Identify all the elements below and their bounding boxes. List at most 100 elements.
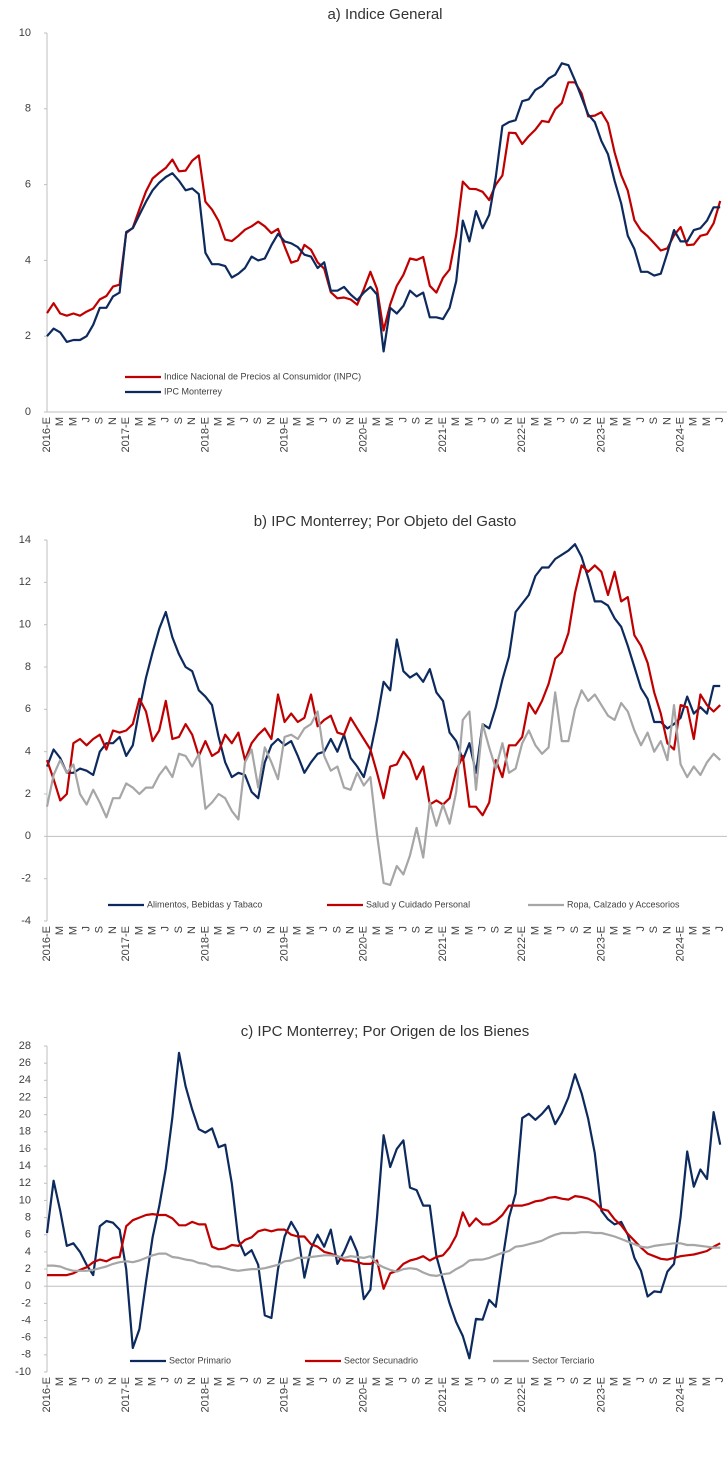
- y-tick-label: 2: [25, 1263, 31, 1275]
- x-tick-label: M: [292, 926, 304, 935]
- x-tick-label: N: [107, 417, 119, 425]
- legend-label: Salud y Cuidado Personal: [366, 899, 470, 909]
- x-tick-label: 2020-E: [358, 417, 370, 452]
- x-tick-label: M: [133, 1377, 145, 1386]
- y-tick-label: -10: [15, 1366, 31, 1378]
- x-tick-label: S: [648, 1377, 660, 1384]
- x-tick-label: M: [226, 1377, 238, 1386]
- y-tick-label: 6: [25, 703, 31, 715]
- x-tick-label: M: [463, 1377, 475, 1386]
- x-tick-label: J: [81, 926, 93, 932]
- y-tick-label: 2: [25, 788, 31, 800]
- x-tick-label: S: [173, 1377, 185, 1384]
- y-tick-label: 8: [25, 661, 31, 673]
- y-tick-label: -6: [21, 1332, 31, 1344]
- y-tick-label: 22: [19, 1091, 31, 1103]
- x-tick-label: N: [503, 1377, 515, 1385]
- x-tick-label: J: [477, 417, 489, 423]
- x-tick-label: M: [371, 417, 383, 426]
- y-tick-label: 16: [19, 1143, 31, 1155]
- x-tick-label: J: [477, 926, 489, 932]
- y-tick-label: 8: [25, 1211, 31, 1223]
- x-tick-label: 2023-E: [595, 1377, 607, 1412]
- x-tick-label: J: [239, 926, 251, 932]
- y-tick-label: 10: [19, 619, 31, 631]
- x-tick-label: S: [490, 926, 502, 933]
- x-tick-label: J: [160, 1377, 172, 1383]
- x-tick-label: M: [543, 926, 555, 935]
- x-tick-label: M: [384, 417, 396, 426]
- x-tick-label: M: [67, 926, 79, 935]
- x-tick-label: M: [67, 1377, 79, 1386]
- x-tick-label: N: [582, 926, 594, 934]
- y-tick-label: 20: [19, 1109, 31, 1121]
- x-tick-label: 2022-E: [516, 1377, 528, 1412]
- y-tick-label: -4: [21, 1314, 31, 1326]
- y-tick-label: 6: [25, 179, 31, 191]
- x-tick-label: M: [529, 926, 541, 935]
- series-line: [47, 1195, 721, 1290]
- x-tick-label: M: [622, 926, 634, 935]
- y-tick-label: -8: [21, 1349, 31, 1361]
- x-tick-label: 2019-E: [279, 1377, 291, 1412]
- legend-label: Sector Primario: [169, 1355, 231, 1365]
- x-tick-label: M: [450, 417, 462, 426]
- x-tick-label: 2023-E: [595, 417, 607, 452]
- x-tick-label: M: [450, 1377, 462, 1386]
- x-tick-label: N: [345, 926, 357, 934]
- x-tick-label: 2018-E: [199, 1377, 211, 1412]
- x-tick-label: 2024-E: [675, 1377, 687, 1412]
- y-tick-label: 14: [19, 1160, 31, 1172]
- x-tick-label: M: [701, 1377, 713, 1386]
- y-tick-label: 2: [25, 330, 31, 342]
- x-tick-label: 2024-E: [675, 926, 687, 961]
- x-tick-label: M: [54, 926, 66, 935]
- x-tick-label: S: [569, 926, 581, 933]
- x-tick-label: M: [688, 926, 700, 935]
- x-tick-label: S: [94, 1377, 106, 1384]
- x-tick-label: M: [529, 417, 541, 426]
- x-tick-label: 2023-E: [595, 926, 607, 961]
- x-tick-label: M: [305, 417, 317, 426]
- y-tick-label: 4: [25, 746, 31, 758]
- x-tick-label: M: [701, 417, 713, 426]
- x-tick-label: S: [411, 417, 423, 424]
- legend-label: IPC Monterrey: [164, 386, 223, 396]
- y-tick-label: 24: [19, 1074, 31, 1086]
- y-tick-label: 4: [25, 1246, 31, 1258]
- series-line: [45, 689, 721, 887]
- x-tick-label: S: [490, 417, 502, 424]
- x-tick-label: M: [67, 417, 79, 426]
- x-tick-label: J: [160, 417, 172, 423]
- x-tick-label: N: [424, 926, 436, 934]
- x-tick-label: J: [714, 1377, 726, 1383]
- y-tick-label: 0: [25, 1280, 31, 1292]
- series-line: [45, 1051, 722, 1360]
- x-tick-label: 2020-E: [358, 926, 370, 961]
- x-tick-label: J: [635, 1377, 647, 1383]
- x-tick-label: 2021-E: [437, 417, 449, 452]
- y-tick-label: 26: [19, 1057, 31, 1069]
- x-tick-label: 2020-E: [358, 1377, 370, 1412]
- x-tick-label: 2016-E: [41, 1377, 53, 1412]
- x-tick-label: M: [622, 1377, 634, 1386]
- legend-label: Alimentos, Bebidas y Tabaco: [147, 899, 262, 909]
- y-tick-label: 14: [19, 534, 31, 546]
- y-tick-label: 10: [19, 27, 31, 39]
- x-tick-label: M: [688, 1377, 700, 1386]
- x-tick-label: 2021-E: [437, 926, 449, 961]
- x-tick-label: J: [81, 417, 93, 423]
- legend-label: Indice Nacional de Precios al Consumidor…: [164, 371, 361, 381]
- y-tick-label: 0: [25, 830, 31, 842]
- x-tick-label: M: [54, 1377, 66, 1386]
- x-tick-label: N: [503, 417, 515, 425]
- x-tick-label: N: [345, 417, 357, 425]
- x-tick-label: N: [265, 1377, 277, 1385]
- x-tick-label: J: [714, 417, 726, 423]
- x-tick-label: M: [463, 926, 475, 935]
- x-tick-label: M: [384, 926, 396, 935]
- x-tick-label: N: [186, 926, 198, 934]
- x-tick-label: J: [239, 1377, 251, 1383]
- x-tick-label: S: [94, 417, 106, 424]
